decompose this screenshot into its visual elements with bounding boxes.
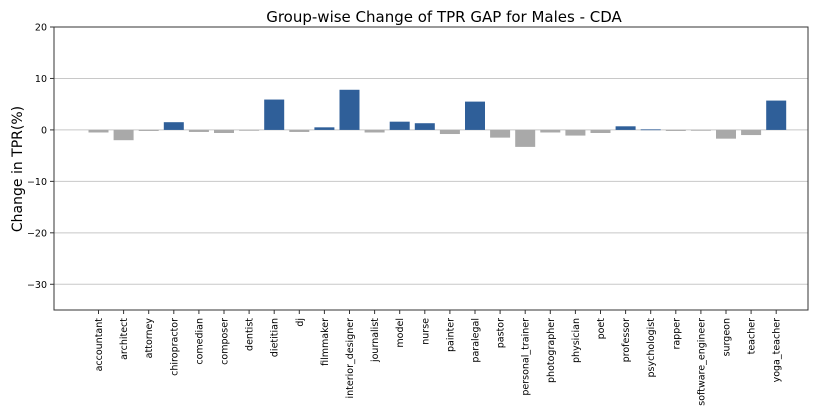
x-tick-label: dentist [245,318,256,351]
bar-professor [615,126,636,130]
bar-comedian [188,129,209,132]
x-tick-label: photographer [546,318,557,383]
bar-paralegal [465,101,485,130]
x-tick-label: accountant [94,318,105,372]
bar-painter [439,129,460,135]
x-tick-label: dj [295,318,306,327]
bar-dentist [239,129,260,131]
x-tick-label: professor [621,318,632,362]
x-tick-label: comedian [194,318,205,365]
bar-pastor [490,129,511,138]
bar-poet [590,129,611,133]
x-tick-label: journalist [370,318,381,363]
y-axis-label: Change in TPR(%) [10,106,26,232]
x-tick-label: psychologist [646,318,657,378]
bar-rapper [665,129,686,131]
x-tick-label: rapper [671,318,682,350]
y-tick-label: −10 [27,177,47,188]
x-tick-label: teacher [747,318,758,354]
bar-journalist [364,129,385,133]
x-tick-label: chiropractor [169,318,180,376]
x-tick-label: composer [220,318,231,365]
bar-photographer [540,129,561,133]
bar-chiropractor [163,122,184,130]
x-tick-label: personal_trainer [521,318,532,396]
bar-dietitian [264,99,285,130]
x-tick-label: surgeon [722,318,733,356]
bar-accountant [88,129,109,133]
x-tick-label: pastor [496,318,507,348]
x-tick-label: filmmaker [320,318,331,366]
bar-psychologist [640,129,661,131]
x-tick-label: physician [571,318,582,363]
gridlines [54,77,808,285]
plot-frame [53,26,809,311]
bar-model [389,121,410,130]
bar-physician [565,129,586,136]
bar-nurse [414,123,435,130]
bar-surgeon [716,129,736,139]
y-tick-label: −30 [27,280,47,291]
x-tick-label: dietitian [270,318,281,357]
y-tick-label: 10 [35,74,47,85]
x-tick-label: architect [119,318,130,360]
bar-teacher [741,129,762,136]
x-ticks: accountant architect attorney chiropractor c… [94,310,783,406]
bars [88,89,787,147]
bar-filmmaker [314,127,335,130]
x-tick-label: yoga_teacher [772,318,783,383]
bar-interior-designer [339,89,360,130]
bar-yoga-teacher [766,100,787,130]
x-tick-label: paralegal [471,318,482,363]
bar-composer [214,129,234,133]
y-tick-label: −20 [27,228,47,239]
x-tick-label: nurse [420,318,431,345]
x-tick-label: poet [596,318,607,340]
y-ticks: 20 10 0 −10 −20 −30 [27,23,54,291]
x-tick-label: interior_designer [345,318,356,399]
bar-attorney [138,129,159,131]
bar-personal-trainer [515,129,536,147]
bar-dj [289,129,310,132]
bar-architect [113,129,134,141]
y-tick-label: 0 [41,125,47,136]
bar-software-engineer [690,129,711,131]
chart-title: Group-wise Change of TPR GAP for Males -… [266,8,622,26]
x-tick-label: painter [445,318,456,352]
x-tick-label: attorney [144,318,155,359]
x-tick-label: model [395,318,406,348]
y-tick-label: 20 [35,23,47,34]
x-tick-label: software_engineer [696,318,707,406]
